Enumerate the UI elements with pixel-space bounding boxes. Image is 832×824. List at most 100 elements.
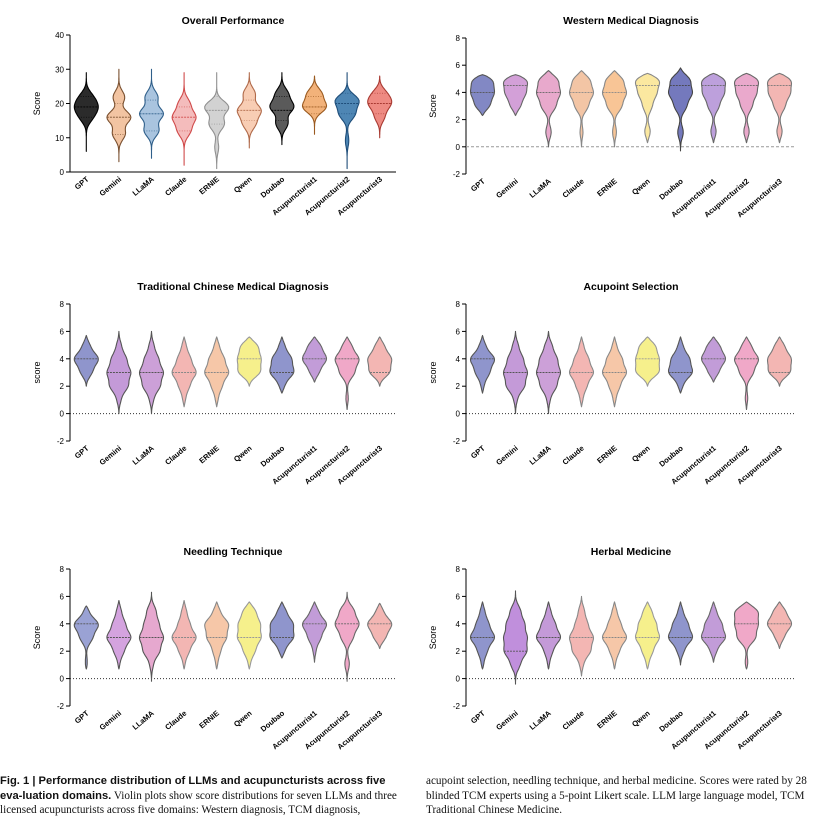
x-tick-label: LLaMA: [528, 176, 554, 199]
x-tick-label: Gemini: [494, 444, 520, 467]
violin-acupuncturist3: [766, 72, 793, 144]
violin-acupuncturist3: [766, 336, 793, 387]
y-tick-label: 10: [55, 134, 64, 143]
violin-qwen: [236, 601, 262, 670]
violin-claude: [171, 72, 197, 166]
violin-qwen: [634, 601, 661, 670]
y-tick-label: 6: [60, 592, 65, 601]
y-axis-label: score: [32, 361, 42, 383]
x-tick-label: ERNIE: [197, 709, 221, 731]
x-tick-label: GPT: [73, 708, 91, 725]
x-tick-label: Doubao: [259, 708, 287, 733]
y-axis-label: Score: [32, 626, 42, 650]
x-tick-label: ERNIE: [595, 444, 619, 466]
y-tick-label: 6: [456, 592, 461, 601]
y-tick-label: 6: [456, 61, 461, 70]
x-tick-label: Qwen: [630, 443, 652, 463]
caption-left: Fig. 1 | Performance distribution of LLM…: [0, 774, 406, 818]
x-tick-label: GPT: [469, 176, 487, 193]
x-tick-label: LLaMA: [528, 443, 554, 466]
x-tick-label: LLaMA: [131, 174, 157, 197]
y-tick-label: 4: [456, 355, 461, 364]
x-tick-label: Claude: [163, 175, 188, 198]
violin-claude: [568, 336, 595, 408]
x-tick-label: Claude: [561, 709, 586, 732]
x-tick-label: Gemini: [98, 709, 124, 732]
chart-panel-2: Western Medical Diagnosis -2 0 2 4 6 8 Score GPT…: [428, 15, 796, 219]
y-tick-label: 8: [456, 34, 461, 43]
x-tick-label: Claude: [163, 709, 188, 732]
y-axis-label: score: [428, 361, 438, 383]
x-tick-label: ERNIE: [197, 444, 221, 466]
y-tick-label: 2: [456, 647, 461, 656]
violin-acupuncturist1: [700, 601, 727, 663]
x-tick-label: Qwen: [232, 708, 254, 728]
y-tick-label: -2: [57, 702, 65, 711]
y-tick-label: 0: [456, 143, 461, 152]
y-tick-label: 4: [456, 88, 461, 97]
violin-acupuncturist1: [700, 336, 727, 383]
x-tick-label: Claude: [561, 177, 586, 200]
violin-claude: [568, 70, 595, 148]
y-tick-label: 2: [456, 116, 461, 125]
x-tick-label: Doubao: [657, 443, 685, 468]
violin-doubao: [269, 336, 295, 394]
y-tick-label: 8: [60, 565, 65, 574]
violin-gpt: [469, 334, 496, 394]
caption-label: Fig. 1 | Performance distribution of LLM…: [0, 775, 386, 802]
x-tick-label: LLaMA: [528, 708, 554, 731]
violin-gpt: [73, 605, 99, 670]
violin-acupuncturist2: [733, 601, 760, 670]
violin-ernie: [204, 336, 230, 408]
y-tick-label: 20: [55, 100, 64, 109]
violin-acupuncturist3: [367, 336, 393, 387]
x-tick-label: Gemini: [98, 175, 124, 198]
violin-ernie: [204, 72, 230, 170]
violin-llama: [138, 591, 165, 682]
chart-title: Traditional Chinese Medical Diagnosis: [137, 281, 329, 293]
violin-acupuncturist2: [334, 591, 360, 682]
violin-acupuncturist2: [334, 72, 360, 170]
violin-gpt: [469, 74, 496, 117]
x-tick-label: Gemini: [98, 444, 124, 467]
violin-qwen: [236, 336, 262, 387]
x-tick-label: GPT: [469, 708, 487, 725]
y-tick-label: -2: [453, 702, 461, 711]
violin-doubao: [269, 72, 295, 146]
violin-doubao: [269, 601, 295, 659]
violin-claude: [171, 599, 197, 670]
chart-panel-5: Needling Technique -2 0 2 4 6 8 Score GPT Gemini L…: [32, 546, 396, 751]
violin-acupuncturist1: [301, 75, 328, 135]
y-tick-label: 0: [60, 168, 65, 177]
y-tick-label: -2: [453, 170, 461, 179]
x-tick-label: ERNIE: [197, 175, 221, 197]
x-tick-label: Doubao: [259, 443, 287, 468]
violin-acupuncturist2: [334, 336, 360, 411]
x-tick-label: Qwen: [232, 443, 254, 463]
x-tick-label: Doubao: [259, 174, 287, 199]
y-tick-label: 6: [60, 327, 65, 336]
violin-ernie: [601, 601, 628, 670]
y-axis-label: Score: [428, 94, 438, 118]
y-tick-label: 2: [60, 382, 65, 391]
violin-ernie: [601, 70, 628, 148]
x-tick-label: Claude: [561, 444, 586, 467]
chart-title: Needling Technique: [184, 546, 283, 558]
y-tick-label: 8: [60, 300, 65, 309]
x-tick-label: Qwen: [232, 174, 254, 194]
violin-doubao: [667, 67, 694, 152]
chart-title: Overall Performance: [182, 15, 285, 27]
x-tick-label: ERNIE: [595, 709, 619, 731]
y-axis-label: Score: [428, 626, 438, 650]
x-tick-label: GPT: [469, 443, 487, 460]
caption-right: acupoint selection, needling technique, …: [426, 775, 807, 816]
y-tick-label: 40: [55, 31, 64, 40]
y-tick-label: -2: [453, 437, 461, 446]
violin-ernie: [601, 336, 628, 408]
y-tick-label: 0: [60, 410, 65, 419]
violin-gpt: [469, 601, 496, 670]
y-tick-label: 30: [55, 65, 64, 74]
x-tick-label: LLaMA: [131, 443, 157, 466]
violin-ernie: [204, 601, 230, 670]
